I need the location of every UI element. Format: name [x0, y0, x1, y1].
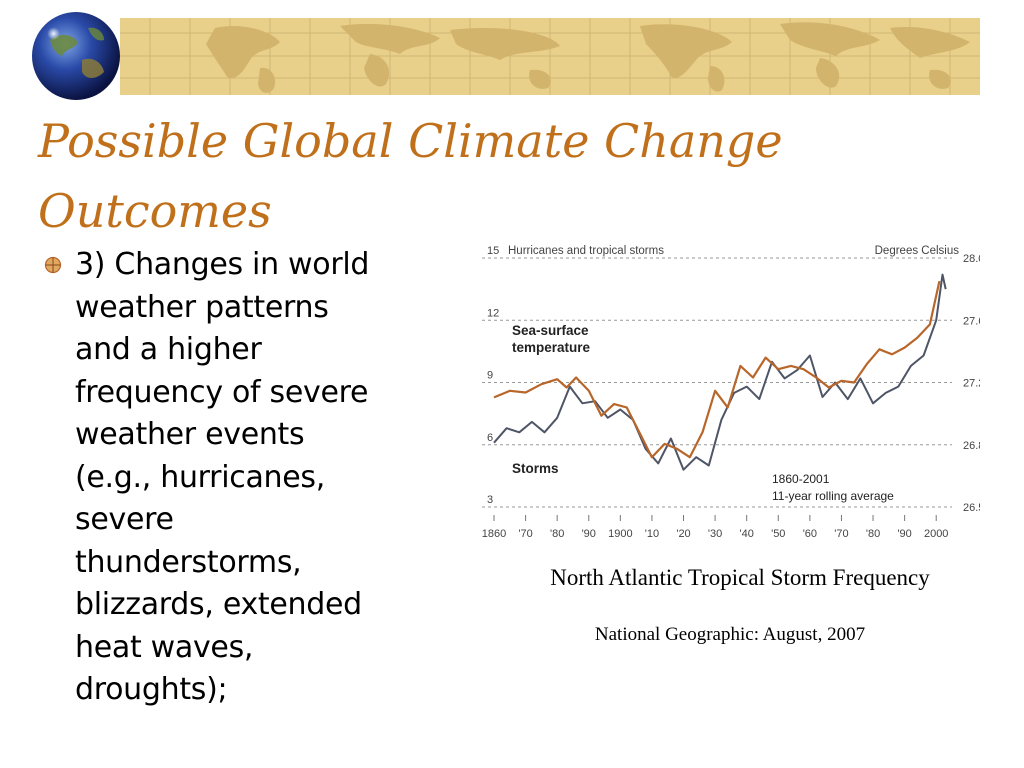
- right-tick-label: 28.000: [963, 253, 980, 265]
- bullet-line: blizzards, extended: [75, 587, 362, 622]
- x-tick-label: '80: [550, 528, 564, 540]
- series-line: [493, 280, 941, 459]
- series-label: Storms: [512, 461, 559, 476]
- bullet-line: and a higher: [75, 332, 262, 367]
- x-tick-label: '40: [740, 528, 754, 540]
- right-tick-label: 26.875: [963, 440, 980, 452]
- series-label: Sea-surface: [512, 323, 589, 338]
- slide-title: Possible Global Climate Change Outcomes: [38, 106, 838, 246]
- x-tick-label: '20: [676, 528, 690, 540]
- bullet-line: frequency of severe: [75, 374, 369, 410]
- world-map-banner: [120, 18, 980, 95]
- title-line: Outcomes: [38, 184, 272, 238]
- x-tick-label: '90: [582, 528, 596, 540]
- bullet-line: severe: [75, 502, 174, 537]
- right-axis-label: Degrees Celsius: [875, 245, 960, 257]
- series-line: [493, 273, 947, 471]
- bullet-text: 3) Changes in world weather patterns and a…: [75, 244, 455, 712]
- x-tick-label: '70: [518, 528, 532, 540]
- globe-logo: [30, 10, 122, 102]
- x-tick-label: '30: [708, 528, 722, 540]
- series-label: temperature: [512, 340, 591, 355]
- left-axis-label: Hurricanes and tropical storms: [508, 245, 664, 257]
- x-tick-label: 1860: [482, 528, 506, 540]
- bullet-line: weather events: [75, 417, 305, 452]
- storm-frequency-chart: 3 6 9 12 15 26.500 26.875 27.250 27.625 28.000 Hur…: [480, 240, 997, 550]
- x-tick-label: 1900: [608, 528, 632, 540]
- x-tick-label: '10: [645, 528, 659, 540]
- left-tick-label: 6: [487, 432, 493, 444]
- x-tick-label: 2000: [924, 528, 948, 540]
- chart-caption: North Atlantic Tropical Storm Frequency: [550, 565, 930, 590]
- bullet-line: droughts);: [75, 672, 228, 707]
- bullet-line: 3) Changes in world: [75, 247, 370, 282]
- bullet-line: thunderstorms,: [75, 544, 302, 580]
- x-tick-label: '70: [834, 528, 848, 540]
- left-tick-label: 15: [487, 245, 499, 257]
- left-tick-label: 12: [487, 307, 499, 319]
- bullet-line: weather patterns: [75, 289, 329, 325]
- x-tick-label: '80: [866, 528, 880, 540]
- bullet-line: (e.g., hurricanes,: [75, 459, 325, 495]
- right-tick-label: 27.625: [963, 315, 980, 327]
- left-tick-label: 3: [487, 494, 493, 506]
- right-tick-label: 27.250: [963, 378, 980, 390]
- title-line: Possible Global Climate Change: [38, 114, 783, 168]
- x-tick-label: '90: [897, 528, 911, 540]
- x-tick-label: '60: [803, 528, 817, 540]
- bullet-icon: [44, 256, 62, 274]
- chart-annotation: 1860-2001: [772, 472, 830, 486]
- bullet-line: heat waves,: [75, 629, 254, 665]
- x-tick-label: '50: [771, 528, 785, 540]
- chart-source: National Geographic: August, 2007: [594, 624, 866, 645]
- chart-annotation: 11-year rolling average: [772, 489, 894, 503]
- left-tick-label: 9: [487, 370, 493, 382]
- right-tick-label: 26.500: [963, 502, 980, 514]
